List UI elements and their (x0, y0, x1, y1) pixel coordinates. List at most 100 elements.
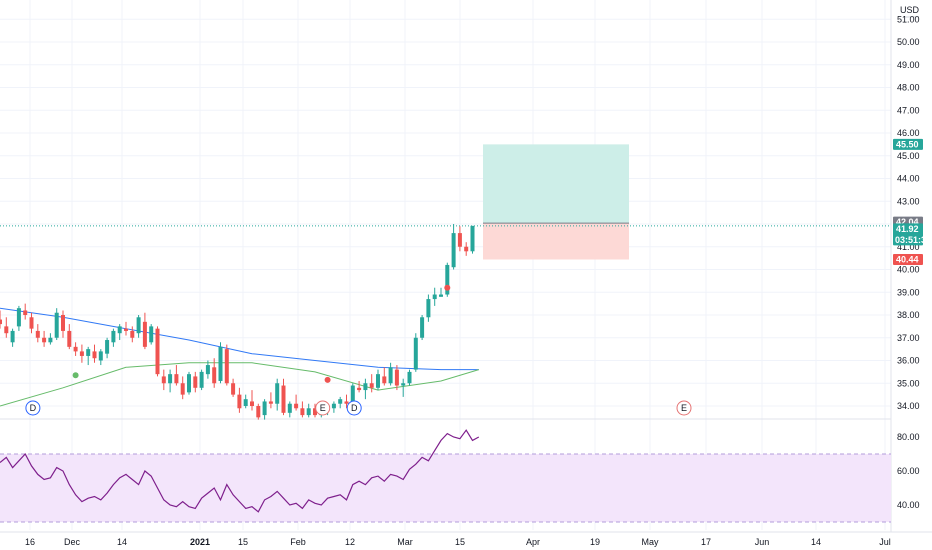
candle (10, 328, 15, 347)
earnings-marker-label: E (681, 403, 687, 413)
candle (388, 362, 393, 386)
candle-body (187, 374, 191, 393)
candle (382, 367, 387, 386)
x-tick-label: 12 (345, 537, 355, 547)
earnings-marker[interactable]: E (676, 400, 692, 416)
y-tick-label: 35.00 (897, 378, 920, 388)
candle (369, 374, 374, 393)
candle (451, 224, 456, 270)
candle (187, 371, 191, 395)
y-tick-label: 48.00 (897, 83, 920, 93)
candle (275, 378, 280, 411)
candle (420, 315, 425, 341)
candle (92, 344, 97, 363)
candle (29, 312, 34, 334)
candle (426, 294, 431, 322)
candle-body (432, 294, 437, 300)
candle-body (338, 399, 343, 404)
candle-body (388, 367, 393, 384)
candle-body (193, 376, 198, 388)
x-tick-label: 14 (117, 537, 127, 547)
x-tick-label: 17 (701, 537, 711, 547)
candle (149, 324, 154, 345)
candle-body (413, 337, 418, 370)
candle-body (149, 326, 154, 343)
candle (86, 346, 91, 366)
y-tick-label: 50.00 (897, 37, 920, 47)
candle (445, 262, 450, 297)
candle-body (79, 351, 84, 356)
candle-body (117, 326, 122, 334)
candle (67, 324, 72, 350)
candle-body (294, 403, 299, 409)
candle (432, 287, 437, 306)
y-tick-label: 38.00 (897, 310, 920, 320)
candle-body (142, 321, 147, 347)
candle (224, 344, 229, 386)
ma-long-line (0, 307, 479, 371)
candle-body (313, 408, 317, 416)
candle-body (275, 383, 280, 404)
dividend-marker[interactable]: D (25, 400, 41, 416)
candle (413, 333, 418, 372)
candle (54, 308, 59, 341)
x-tick-label: 15 (455, 537, 465, 547)
y-tick-label: 46.00 (897, 128, 920, 138)
rsi-band (0, 454, 891, 522)
x-tick-label: Apr (526, 537, 540, 547)
candle (363, 378, 368, 400)
rsi-tick-label: 40.00 (897, 500, 920, 510)
candle (439, 287, 443, 297)
candle (357, 380, 362, 393)
candle (48, 333, 53, 345)
x-tick-label: May (641, 537, 659, 547)
candle (199, 369, 204, 391)
candle (73, 342, 78, 356)
candle-body (218, 346, 223, 381)
candle (0, 310, 2, 329)
candle-body (180, 383, 185, 395)
dividend-marker[interactable]: D (346, 400, 362, 416)
long-position-tool[interactable] (0, 144, 891, 260)
candle-body (445, 264, 450, 295)
x-tick-label: Jun (755, 537, 770, 547)
signal-dot (324, 376, 331, 383)
candle-body (331, 403, 336, 409)
target-price-tag-text: 45.50 (896, 139, 919, 149)
x-tick-label: Mar (397, 537, 413, 547)
x-tick-label: 16 (25, 537, 35, 547)
candle (218, 342, 223, 384)
x-tick-label: 15 (238, 537, 248, 547)
candle-body (136, 317, 141, 334)
signal-dot (72, 372, 79, 379)
candle-body (464, 246, 469, 252)
candle (464, 242, 469, 256)
candle-body (420, 317, 425, 338)
candle-body (306, 408, 311, 416)
earnings-marker[interactable]: E (315, 400, 331, 416)
grid-lines (0, 0, 932, 533)
candle-body (262, 401, 267, 416)
candle (250, 390, 254, 411)
candle (4, 317, 9, 338)
target-price-tag: 45.50 (893, 138, 923, 150)
candle-body (376, 374, 380, 388)
y-tick-label: 45.00 (897, 151, 920, 161)
candle (105, 337, 110, 359)
rsi-line (0, 429, 480, 513)
y-tick-label: 39.00 (897, 287, 920, 297)
earnings-marker-label: E (320, 403, 326, 413)
candle-body (407, 371, 412, 384)
rsi-tick-label: 60.00 (897, 466, 920, 476)
candle-body (86, 349, 91, 356)
candle-body (470, 225, 475, 252)
y-tick-label: 37.00 (897, 333, 920, 343)
candle (344, 394, 349, 409)
countdown-text: 03:51:32 (895, 235, 931, 245)
candle-body (98, 351, 103, 361)
x-tick-label: Feb (290, 537, 306, 547)
candle (401, 378, 406, 397)
candle-body (23, 310, 28, 315)
